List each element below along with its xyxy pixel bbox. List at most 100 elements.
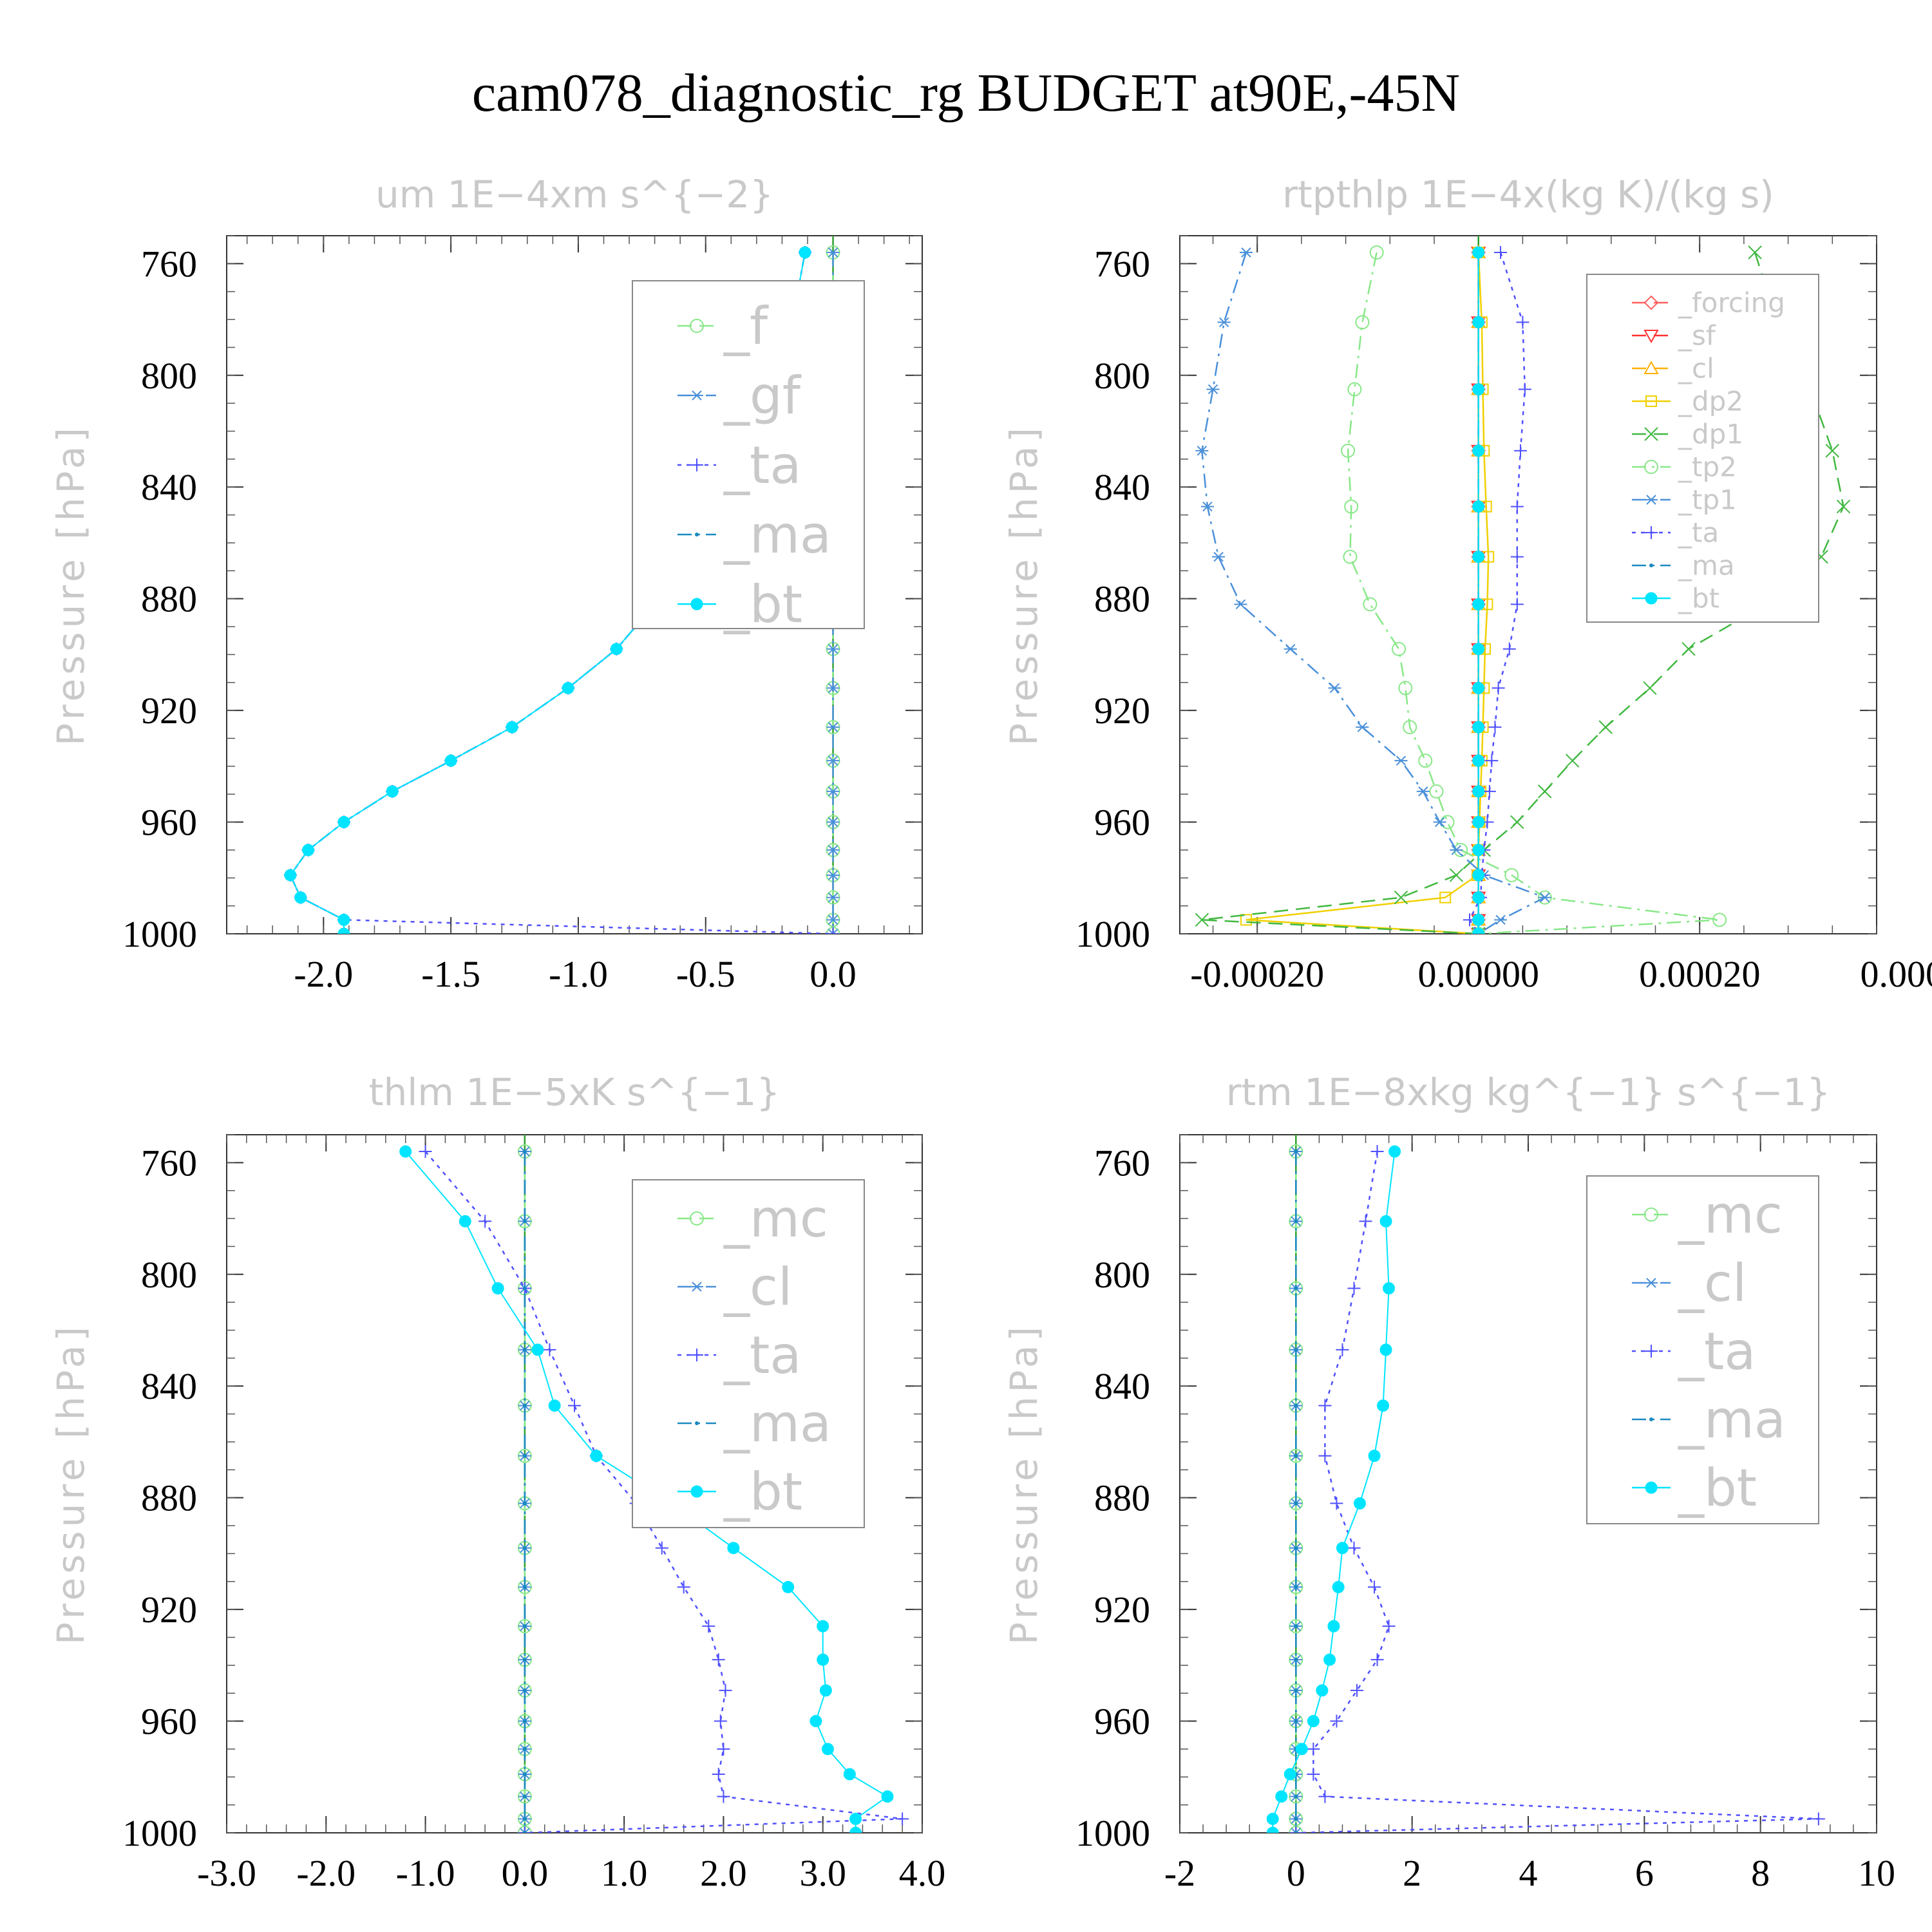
data-point <box>1294 1501 1298 1506</box>
data-point <box>1836 499 1851 514</box>
data-point <box>1370 1653 1384 1667</box>
data-point <box>782 1580 795 1593</box>
legend-label: _ma <box>723 505 831 565</box>
panel-title: rtm 1E−8xkg kg^{−1} s^{−1} <box>1226 1070 1831 1114</box>
data-point <box>896 1812 909 1826</box>
data-point <box>1347 1541 1361 1555</box>
data-point <box>817 1653 829 1666</box>
legend-marker <box>690 1211 704 1226</box>
legend-label: _bt <box>723 1462 802 1522</box>
data-point <box>1510 550 1524 564</box>
data-point <box>522 1546 527 1550</box>
y-tick-label: 800 <box>1094 1254 1150 1296</box>
data-point <box>655 1541 668 1555</box>
legend-box <box>1586 1175 1819 1524</box>
data-point <box>1494 246 1508 260</box>
data-point <box>1289 1828 1303 1833</box>
series-group <box>1266 1144 1825 1833</box>
legend-label: _f <box>723 296 769 356</box>
data-point <box>1294 1688 1298 1692</box>
data-point <box>1344 499 1359 514</box>
data-point <box>1318 1449 1332 1463</box>
legend-marker <box>1645 1278 1658 1288</box>
series-line-ta <box>424 1151 903 1833</box>
data-point <box>1538 784 1552 799</box>
data-point <box>1294 1831 1298 1833</box>
data-point <box>522 1585 527 1589</box>
data-point <box>1350 1683 1364 1697</box>
legend-label: _ta <box>723 435 801 495</box>
data-point <box>491 1282 504 1294</box>
data-point <box>522 1624 527 1629</box>
series-line-ta <box>1296 1151 1819 1833</box>
data-point <box>717 1742 730 1756</box>
data-point <box>712 1767 725 1781</box>
legend-marker <box>1644 427 1658 441</box>
data-point <box>817 1620 829 1633</box>
data-point <box>531 1343 544 1356</box>
data-point <box>1472 444 1485 457</box>
legend-box <box>632 280 865 629</box>
data-point <box>518 1828 531 1833</box>
y-tick-label: 960 <box>1094 802 1150 844</box>
x-tick-label: 0 <box>1287 1852 1305 1894</box>
y-tick-label: 880 <box>1094 578 1150 620</box>
data-point <box>1330 1497 1343 1510</box>
data-point <box>1363 597 1378 612</box>
legend-label: _dp1 <box>1678 419 1743 450</box>
data-point <box>444 754 457 767</box>
data-point <box>1433 817 1446 828</box>
data-point <box>1307 1767 1320 1781</box>
legend: _forcing_sf_cl_dp2_dp1_tp2_tp1_ta_ma_bt <box>1586 274 1819 623</box>
legend-label: _mc <box>723 1189 828 1249</box>
data-point <box>677 1580 690 1594</box>
data-point <box>302 844 315 857</box>
legend-label: _dp2 <box>1678 386 1743 417</box>
data-point <box>1825 444 1840 458</box>
data-point <box>522 1688 527 1692</box>
data-point <box>522 1772 527 1776</box>
y-tick-label: 800 <box>141 355 197 397</box>
data-point <box>1341 443 1356 458</box>
data-point <box>1418 753 1433 768</box>
data-point <box>717 1790 730 1803</box>
x-tick-label: 0.0 <box>502 1852 549 1894</box>
x-tick-label: -2.0 <box>294 953 353 995</box>
plot-frame <box>226 235 923 934</box>
data-point <box>719 1683 732 1697</box>
data-point <box>810 1715 822 1728</box>
data-point <box>826 914 840 925</box>
data-point <box>1472 927 1485 934</box>
data-point <box>522 1658 527 1662</box>
x-tick-label: 6 <box>1635 1852 1654 1894</box>
legend: _mc _cl _ta _ma _bt <box>632 1179 865 1528</box>
data-point <box>826 722 840 732</box>
x-tick-label: -0.5 <box>676 953 735 995</box>
data-point <box>1294 1624 1298 1629</box>
data-point <box>1450 845 1463 855</box>
data-point <box>1283 644 1297 654</box>
legend-marker <box>695 533 699 536</box>
legend-label: _ta <box>723 1325 801 1385</box>
data-point <box>1294 1817 1298 1821</box>
data-point <box>1212 551 1226 562</box>
data-point <box>1356 722 1369 732</box>
data-point <box>1472 643 1485 656</box>
data-point <box>1812 1812 1825 1826</box>
data-point <box>1368 1450 1381 1463</box>
data-point <box>1392 641 1406 656</box>
data-point <box>1472 844 1485 857</box>
data-point <box>826 247 840 258</box>
data-point <box>1370 1145 1384 1159</box>
y-tick-label: 880 <box>141 578 197 620</box>
data-point <box>702 1620 715 1633</box>
legend-label: _bt <box>1678 583 1719 614</box>
legend-marker <box>690 459 703 471</box>
data-point <box>478 1215 492 1228</box>
data-point <box>506 721 518 734</box>
legend-marker <box>1649 1417 1653 1421</box>
data-point <box>1513 444 1527 457</box>
data-point <box>1294 1719 1298 1723</box>
data-point <box>522 1831 527 1833</box>
